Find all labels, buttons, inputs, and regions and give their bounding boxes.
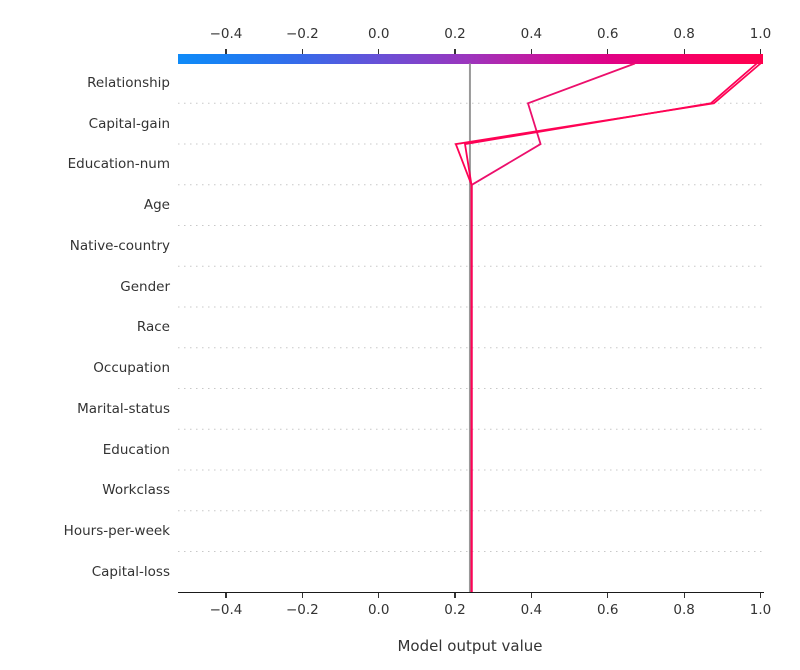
decision-path-observation-1 — [454, 62, 762, 593]
top-tick-mark — [530, 48, 532, 54]
bottom-tick-mark — [607, 592, 609, 598]
y-tick-label-race: Race — [136, 319, 170, 336]
y-tick-label-occupation: Occupation — [93, 360, 170, 377]
x-axis-spine — [177, 592, 764, 594]
y-tick-label-marital-status: Marital-status — [77, 400, 170, 417]
bottom-tick-label: 0.0 — [367, 602, 390, 618]
top-tick-mark — [683, 48, 685, 54]
top-tick-label: 0.2 — [444, 26, 466, 42]
top-tick-label: 0.4 — [520, 26, 543, 42]
top-tick-mark — [607, 48, 609, 54]
top-tick-label: −0.4 — [209, 26, 243, 42]
top-tick-mark — [301, 48, 303, 54]
bottom-tick-mark — [530, 592, 532, 598]
y-tick-label-native-country: Native-country — [69, 237, 170, 254]
top-tick-label: −0.2 — [285, 26, 319, 42]
bottom-tick-label: 0.4 — [520, 602, 543, 618]
top-tick-mark — [225, 48, 227, 54]
top-tick-label: 0.0 — [367, 26, 390, 42]
y-tick-label-capital-gain: Capital-gain — [88, 115, 170, 132]
bottom-tick-mark — [378, 592, 380, 598]
bottom-tick-mark — [759, 592, 762, 598]
top-tick-label: 0.8 — [673, 26, 695, 42]
top-tick-label: 1.0 — [749, 26, 772, 42]
bottom-tick-mark — [454, 592, 456, 598]
y-tick-label-education: Education — [102, 441, 170, 458]
decision-path-observation-2 — [463, 62, 758, 593]
decision-path-observation-3 — [470, 62, 636, 593]
bottom-tick-label: −0.2 — [285, 602, 319, 618]
bottom-tick-label: 0.8 — [673, 602, 695, 618]
bottom-tick-label: 0.6 — [597, 602, 619, 618]
bottom-tick-label: −0.4 — [209, 602, 243, 618]
top-tick-mark — [454, 48, 456, 54]
y-tick-label-education-num: Education-num — [67, 156, 170, 173]
bottom-tick-label: 0.2 — [444, 602, 466, 618]
top-tick-label: 0.6 — [597, 26, 619, 42]
bottom-tick-label: 1.0 — [749, 602, 772, 618]
bottom-tick-mark — [225, 592, 227, 598]
y-tick-label-capital-loss: Capital-loss — [91, 563, 170, 580]
bottom-tick-mark — [683, 592, 685, 598]
top-tick-mark — [759, 48, 762, 54]
top-tick-mark — [378, 48, 380, 54]
y-tick-label-age: Age — [143, 197, 170, 214]
bottom-tick-mark — [301, 592, 303, 598]
y-tick-label-workclass: Workclass — [102, 482, 170, 499]
x-axis-title: Model output value — [397, 637, 543, 655]
y-tick-label-relationship: Relationship — [87, 74, 170, 91]
y-tick-label-gender: Gender — [120, 278, 170, 295]
y-tick-label-hours-per-week: Hours-per-week — [63, 523, 170, 540]
colorbar-gradient — [178, 53, 763, 64]
